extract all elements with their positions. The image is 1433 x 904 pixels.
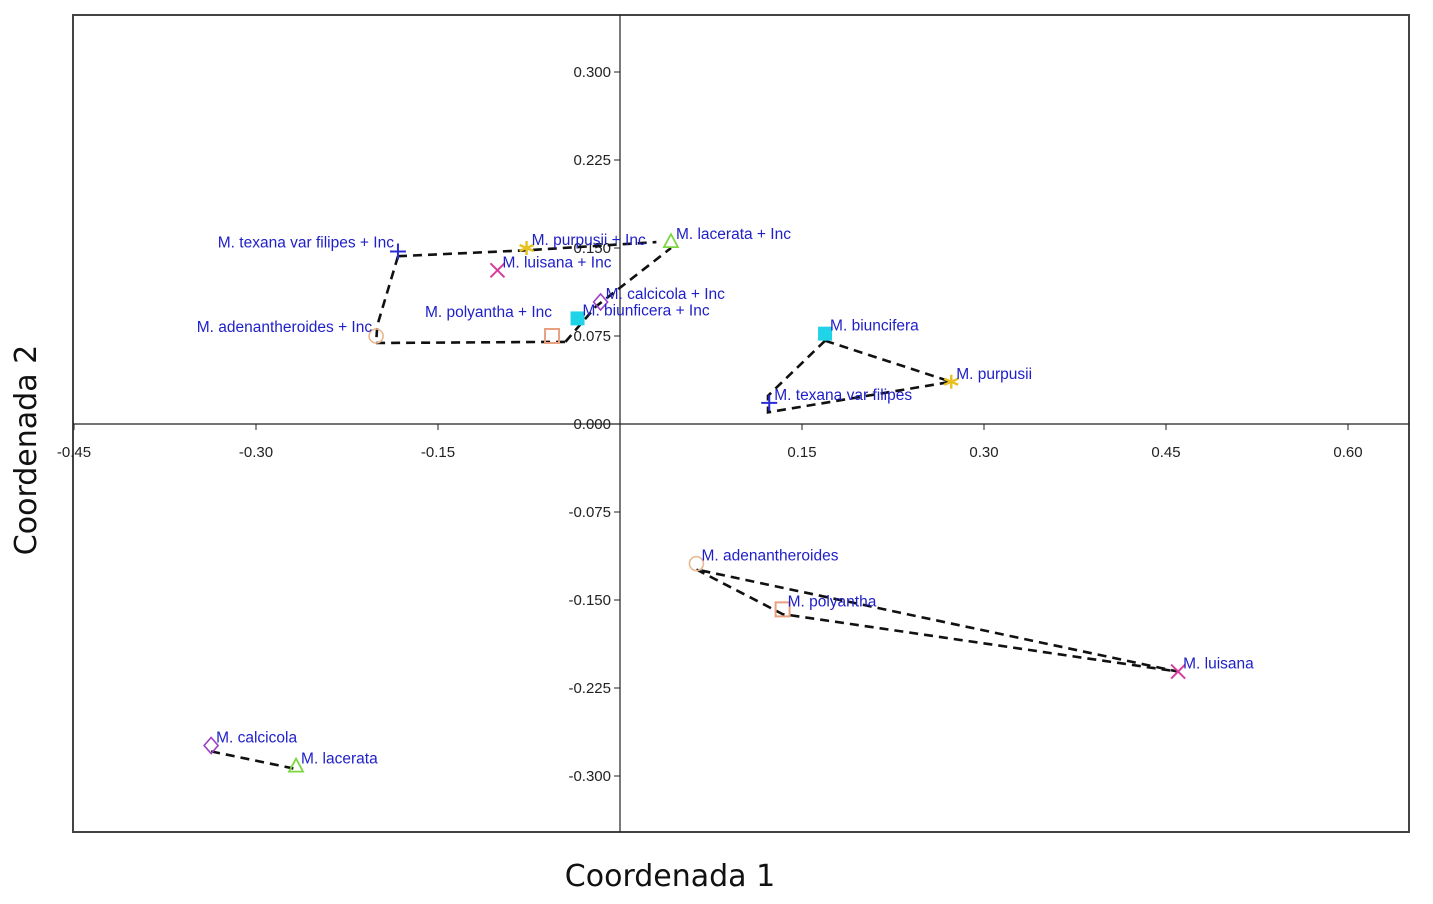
point-marker [818,326,833,341]
y-tick-label: 0.150 [573,240,611,257]
x-tick-label: -0.30 [239,444,273,461]
point-marker [662,232,680,249]
y-tick-label: 0.300 [573,64,611,81]
point-marker [368,328,384,344]
point-marker [203,736,220,755]
y-tick-label: -0.150 [568,592,611,609]
y-axis-title: Coordenada 2 [9,345,44,555]
point-label-pur: M. purpusii [956,366,1032,383]
hull-line [766,339,952,414]
point-label-lac: M. lacerata [301,751,378,768]
point-marker [688,555,705,572]
point-marker [489,262,506,279]
point-label-lac-inc: M. lacerata + Inc [676,226,791,243]
point-marker [761,394,778,411]
hull-line [564,246,672,343]
x-tick-label: -0.15 [421,444,455,461]
point-label-luis: M. luisana [1183,656,1254,673]
x-tick-label: 0.30 [969,444,998,461]
point-label-calc: M. calcicola [216,729,297,746]
point-marker [519,241,535,255]
point-marker [570,311,585,326]
hull-line [695,568,1179,673]
x-tick-label: -0.45 [57,444,91,461]
x-tick-label: 0.45 [1151,444,1180,461]
point-label-tex-inc: M. texana var filipes + Inc [218,235,394,252]
data-points [203,232,1186,773]
y-tick-label: 0.075 [573,328,611,345]
point-label-tex: M. texana var filipes [774,387,912,404]
y-tick-label: -0.300 [568,768,611,785]
y-tick-label: 0.000 [573,416,611,433]
point-label-poly: M. polyantha [788,593,877,610]
x-axis-title: Coordenada 1 [565,859,775,894]
point-marker [1170,663,1186,680]
hull-line [376,340,566,345]
point-label-aden: M. adenantheroides [701,548,838,565]
point-label-poly-inc: M. polyantha + Inc [425,304,552,321]
point-marker [544,328,561,344]
point-marker [592,292,609,312]
x-tick-label: 0.60 [1333,444,1362,461]
point-marker [943,374,959,389]
point-marker [287,756,305,773]
x-tick-label: 0.15 [787,444,816,461]
axes: -0.45 -0.30 -0.15 0.15 0.30 0.45 0.60 0.300 0.22… [57,15,1409,832]
y-tick-label: -0.225 [568,680,611,697]
point-label-luis-inc: M. luisana + Inc [502,254,611,271]
point-marker [389,243,406,260]
point-label-aden-inc: M. adenantheroides + Inc [197,319,373,336]
point-marker [774,601,791,618]
y-tick-label: -0.075 [568,504,611,521]
point-label-biu-inc: M. biunficera + Inc [583,302,710,319]
point-label-biu: M. biuncifera [830,318,919,335]
hull-line [374,255,400,344]
point-label-calc-inc: M. calcicola + Inc [606,286,726,303]
y-tick-label: 0.225 [573,152,611,169]
point-labels: M. texana var filipes + Inc M. purpusii +… [197,226,1254,767]
point-label-pur-inc: M. purpusii + Inc [532,232,646,249]
